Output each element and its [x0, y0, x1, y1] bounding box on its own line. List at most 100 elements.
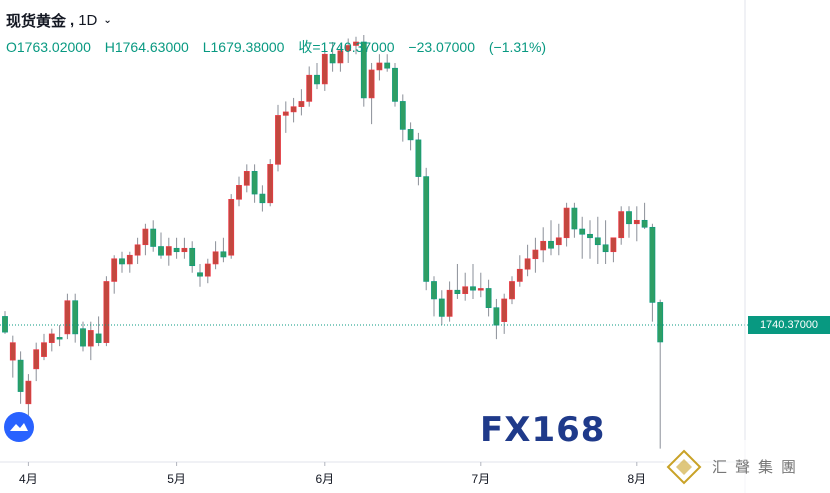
symbol-legend[interactable]: 现货黄金, 1D ⌄ O1763.02000 H1764.63000 L1679… [6, 10, 556, 57]
candle[interactable] [509, 276, 515, 305]
candle[interactable] [243, 164, 250, 193]
candle[interactable] [376, 54, 383, 81]
candle[interactable] [555, 223, 562, 256]
candle[interactable] [399, 94, 406, 142]
candle[interactable] [2, 311, 8, 334]
candle[interactable] [438, 290, 445, 326]
candle[interactable] [126, 251, 133, 273]
candle[interactable] [657, 299, 664, 449]
candle[interactable] [649, 223, 656, 322]
candle[interactable] [64, 293, 71, 340]
candle[interactable] [477, 272, 484, 298]
candle[interactable] [119, 251, 125, 273]
candle-body [353, 41, 359, 46]
candle[interactable] [540, 227, 547, 263]
candle[interactable] [134, 237, 141, 264]
candle[interactable] [392, 62, 398, 107]
candle[interactable] [56, 325, 63, 347]
candle[interactable] [345, 38, 352, 63]
candle[interactable] [470, 263, 476, 299]
candle[interactable] [337, 45, 344, 72]
candle[interactable] [80, 321, 86, 352]
candle[interactable] [524, 244, 531, 277]
candle-body [571, 207, 578, 230]
candle[interactable] [516, 255, 523, 287]
candle[interactable] [314, 62, 320, 90]
candle[interactable] [17, 351, 24, 404]
candle[interactable] [95, 316, 102, 347]
candle-body [618, 211, 625, 239]
candle[interactable] [267, 159, 274, 207]
candle[interactable] [9, 335, 16, 378]
candle[interactable] [197, 263, 203, 287]
candle[interactable] [204, 258, 211, 284]
candle[interactable] [563, 202, 570, 247]
candle[interactable] [158, 232, 164, 259]
candle[interactable] [594, 216, 601, 264]
candle[interactable] [610, 237, 617, 263]
candle[interactable] [626, 206, 632, 238]
candle[interactable] [548, 220, 554, 256]
candle[interactable] [189, 241, 196, 273]
candle[interactable] [298, 89, 305, 116]
chevron-down-icon[interactable]: ⌄ [103, 15, 112, 26]
candle[interactable] [353, 36, 359, 55]
candle[interactable] [329, 41, 336, 72]
candle[interactable] [423, 167, 430, 291]
candle[interactable] [25, 374, 32, 417]
candle[interactable] [259, 185, 266, 212]
candle[interactable] [282, 101, 289, 133]
candle[interactable] [181, 237, 188, 259]
candle[interactable] [111, 255, 118, 294]
candle-body [48, 333, 55, 343]
candle[interactable] [633, 206, 640, 242]
candle[interactable] [587, 220, 593, 259]
high-value: H1764.63000 [104, 39, 189, 55]
candle[interactable] [72, 293, 79, 343]
candle[interactable] [212, 241, 219, 270]
candle[interactable] [462, 272, 469, 301]
candle[interactable] [360, 34, 367, 107]
candle[interactable] [48, 328, 55, 352]
candle[interactable] [33, 342, 40, 382]
candle[interactable] [290, 97, 297, 123]
candle[interactable] [579, 216, 586, 259]
candle[interactable] [306, 66, 313, 107]
candle[interactable] [173, 237, 180, 259]
candle-body [368, 69, 375, 99]
candle[interactable] [228, 194, 235, 259]
candle[interactable] [41, 333, 47, 361]
candle[interactable] [532, 237, 539, 273]
candle[interactable] [368, 62, 375, 125]
candle[interactable] [103, 276, 110, 347]
timeframe-label[interactable]: 1D [78, 12, 98, 29]
candle[interactable] [236, 176, 242, 207]
candle[interactable] [618, 206, 625, 245]
candle[interactable] [321, 48, 328, 91]
candle[interactable] [384, 54, 391, 72]
candle[interactable] [602, 220, 609, 264]
candle-body [587, 233, 593, 239]
candle[interactable] [454, 263, 461, 299]
candle[interactable] [275, 104, 281, 172]
candle[interactable] [485, 279, 492, 317]
candle[interactable] [493, 298, 500, 340]
candle[interactable] [251, 164, 258, 203]
candle[interactable] [446, 281, 453, 322]
candle[interactable] [415, 132, 422, 186]
candle[interactable] [501, 293, 508, 334]
candle[interactable] [150, 220, 157, 252]
ohlc-values: O1763.02000 H1764.63000 L1679.38000 收=17… [6, 37, 556, 57]
candle-body [329, 53, 336, 64]
candle[interactable] [571, 202, 578, 238]
candle[interactable] [142, 223, 149, 256]
candle[interactable] [87, 321, 94, 361]
legend-separator: , [70, 12, 75, 29]
tradingview-logo-icon[interactable] [4, 412, 34, 442]
candle[interactable] [165, 237, 172, 266]
candle[interactable] [431, 276, 437, 317]
candle[interactable] [407, 122, 414, 151]
candle[interactable] [641, 202, 648, 230]
candle[interactable] [220, 237, 227, 263]
